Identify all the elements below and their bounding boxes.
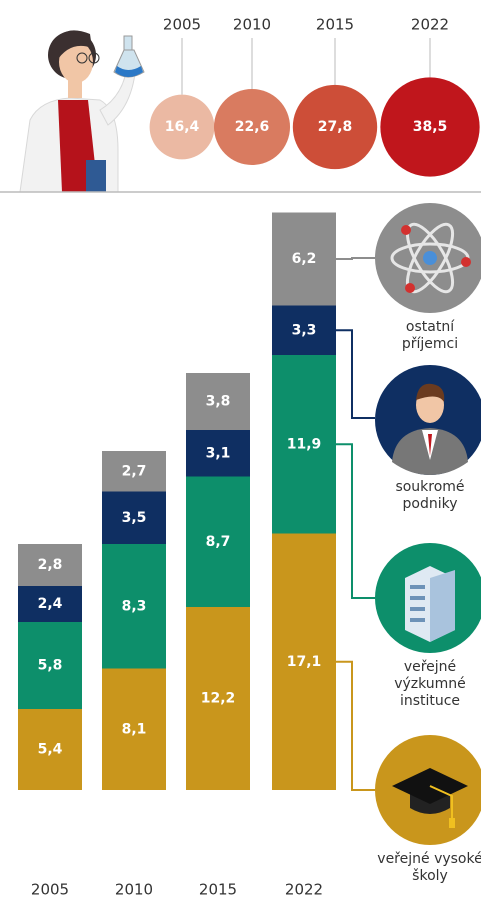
value-label: 12,2	[201, 691, 236, 707]
value-label: 5,4	[38, 742, 63, 758]
value-label: 3,3	[292, 322, 317, 338]
value-label: 11,9	[287, 436, 322, 452]
value-label: 27,8	[318, 119, 353, 135]
connector	[336, 444, 375, 598]
year-label: 2010	[233, 16, 271, 34]
connector	[336, 258, 375, 259]
value-label: 16,4	[165, 119, 200, 135]
legend-label: ostatní příjemci	[390, 319, 470, 353]
icon-building	[375, 543, 481, 653]
value-label: 17,1	[287, 654, 322, 670]
year-label: 2022	[411, 16, 449, 34]
year-label: 2015	[316, 16, 354, 34]
infographic: 2005 16,4 2010 22,6 2015 27,8 2022 38,5 5,4 5,8 2,…	[0, 0, 481, 904]
connector	[336, 662, 375, 790]
legend-label: veřejné vysoké školy	[375, 851, 481, 885]
chart: 2005 16,4 2010 22,6 2015 27,8 2022 38,5 5,4 5,8 2,…	[0, 0, 481, 904]
x-tick-label: 2010	[115, 881, 153, 899]
scientist-illustration	[20, 30, 144, 192]
value-label: 3,8	[206, 394, 231, 410]
value-label: 38,5	[413, 119, 448, 135]
icon-businessman	[375, 365, 481, 475]
value-label: 6,2	[292, 251, 317, 267]
value-label: 22,6	[235, 119, 270, 135]
value-label: 2,7	[122, 463, 147, 479]
legend-label: veřejné výzkumné instituce	[385, 659, 475, 710]
value-label: 5,8	[38, 658, 63, 674]
icon-graduation-cap	[375, 735, 481, 845]
legend-label: soukromé podniky	[385, 479, 475, 513]
year-label: 2005	[163, 16, 201, 34]
value-label: 2,4	[38, 596, 63, 612]
value-label: 8,1	[122, 721, 147, 737]
value-label: 2,8	[38, 557, 63, 573]
x-tick-label: 2015	[199, 881, 237, 899]
value-label: 3,5	[122, 510, 147, 526]
icon-atom	[375, 203, 481, 313]
value-label: 3,1	[206, 445, 231, 461]
x-tick-label: 2022	[285, 881, 323, 899]
value-label: 8,3	[122, 598, 147, 614]
value-label: 8,7	[206, 534, 231, 550]
connector	[336, 330, 375, 418]
x-tick-label: 2005	[31, 881, 69, 899]
